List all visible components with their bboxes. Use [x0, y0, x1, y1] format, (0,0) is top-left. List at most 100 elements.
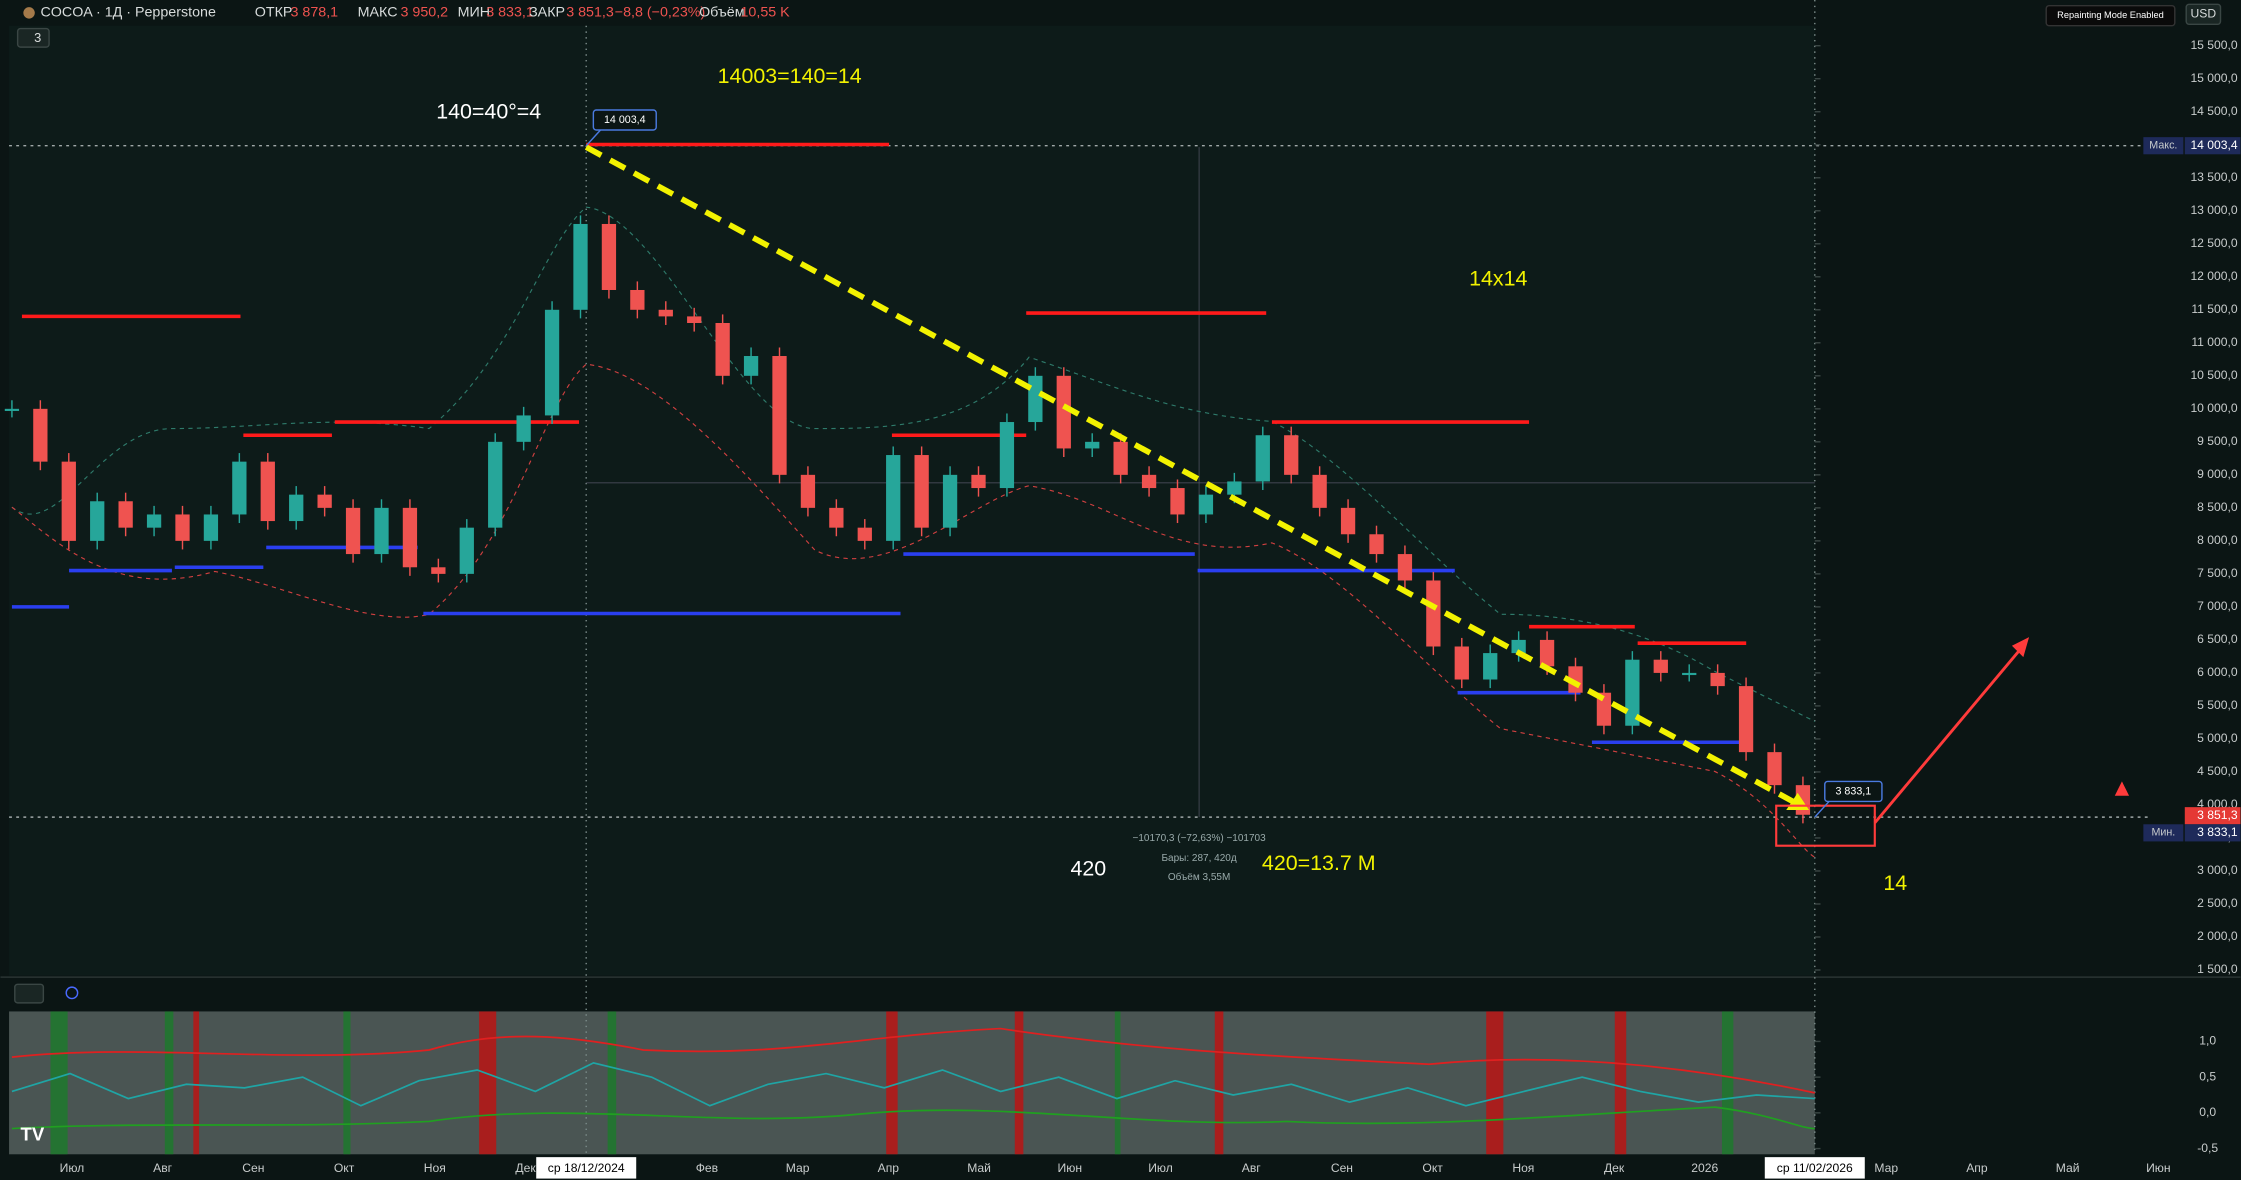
candle	[1511, 639, 1526, 654]
osc-tick-label: 0,5	[2199, 1069, 2216, 1083]
y-tick-label: 1 500,0	[2197, 962, 2238, 976]
signal-band	[479, 1011, 497, 1155]
x-tick-label: Окт	[334, 1161, 355, 1175]
close: 3 851,3	[566, 5, 614, 21]
annotation: 420	[1071, 857, 1107, 881]
candle	[1113, 441, 1128, 475]
x-tick-label: Ноя	[424, 1161, 446, 1175]
volume: 10,55 K	[741, 5, 791, 21]
candle	[1284, 435, 1299, 475]
annotation: 420=13.7 M	[1262, 851, 1376, 875]
x-tick-label: Окт	[1422, 1161, 1443, 1175]
candle	[488, 441, 503, 528]
candle	[1738, 686, 1754, 753]
candle	[630, 289, 645, 310]
high: 3 950,2	[401, 5, 449, 21]
y-tick-label: 12 500,0	[2190, 236, 2237, 250]
indicator-pane	[9, 1011, 1815, 1155]
callout-leader	[1814, 800, 1830, 818]
max-label: Макс.	[2149, 140, 2177, 152]
x-tick-label: Фев	[696, 1161, 718, 1175]
y-tick-label: 3 000,0	[2197, 863, 2238, 877]
currency[interactable]: USD	[2191, 6, 2217, 20]
signal-band	[50, 1011, 68, 1155]
volume-label: Объём	[699, 5, 744, 21]
candle	[402, 507, 418, 568]
signal-band	[1486, 1011, 1504, 1155]
signal-band	[164, 1011, 174, 1155]
candle	[118, 501, 133, 528]
x-tick-label: Мар	[786, 1161, 810, 1175]
currency-button[interactable]	[2185, 3, 2222, 25]
candle	[914, 455, 929, 528]
candle	[289, 494, 304, 522]
change: −8,8 (−0,23%)	[615, 5, 705, 21]
candle	[715, 323, 730, 376]
y-tick-label: 5 000,0	[2197, 731, 2238, 745]
envelope-lower	[11, 363, 1816, 858]
collapse-button[interactable]	[14, 983, 45, 1004]
candle	[345, 507, 361, 555]
candle	[544, 309, 560, 416]
x-tick-label: Сен	[242, 1161, 264, 1175]
candle	[658, 309, 673, 317]
repaint-badge	[2045, 5, 2176, 27]
signal-band	[193, 1011, 200, 1155]
close-label: ЗАКР	[529, 5, 565, 21]
annotation: 14	[1883, 871, 1907, 895]
candle	[1369, 534, 1384, 555]
x-tick-label: Мар	[1874, 1161, 1898, 1175]
candle	[317, 494, 332, 508]
x-tick-label: Авг	[1242, 1161, 1262, 1175]
trend-line	[584, 144, 1805, 810]
osc-line	[11, 1061, 1815, 1107]
candle	[1141, 474, 1157, 489]
candle	[146, 514, 162, 528]
y-tick-label: 7 000,0	[2197, 599, 2238, 613]
candle	[1625, 659, 1640, 726]
signal-band	[1214, 1011, 1224, 1155]
y-tick-label: 9 000,0	[2197, 467, 2238, 481]
candle	[1227, 481, 1242, 495]
candle	[33, 408, 48, 462]
candle	[743, 356, 759, 376]
candle	[203, 514, 219, 541]
candle	[1653, 659, 1668, 673]
y-tick-label: 12 000,0	[2190, 269, 2237, 283]
y-tick-label: 13 000,0	[2190, 203, 2237, 217]
min-label: Мин.	[2151, 827, 2175, 839]
last-price-box	[2184, 807, 2241, 825]
candle	[886, 455, 901, 541]
candle	[1454, 646, 1469, 680]
candle	[232, 461, 247, 515]
candle	[1028, 375, 1043, 423]
measure-text: Бары: 287, 420д	[1161, 853, 1236, 864]
candle	[459, 527, 474, 574]
repaint-text: Repainting Mode Enabled	[2057, 10, 2164, 20]
callout-leader	[585, 129, 602, 147]
candle	[1056, 375, 1071, 449]
indicator-icon	[65, 986, 79, 1000]
indicator-toggle[interactable]	[16, 27, 50, 48]
osc-lower	[11, 1106, 1815, 1130]
y-tick-label: 9 500,0	[2197, 434, 2238, 448]
x-tick-label: Апр	[878, 1161, 900, 1175]
indicator-count[interactable]: 3	[34, 30, 41, 45]
x-tick-label: Июн	[2146, 1161, 2171, 1175]
y-tick-label: 13 500,0	[2190, 170, 2237, 184]
candle	[516, 415, 531, 442]
candle	[1085, 441, 1100, 449]
candle	[1340, 507, 1356, 535]
x-tick-label: Июл	[60, 1161, 85, 1175]
high-callout: 14 003,4	[604, 114, 646, 126]
x-tick-label: Ноя	[1512, 1161, 1534, 1175]
price-pane	[9, 25, 1815, 976]
osc-tick-label: -0,5	[2197, 1141, 2218, 1155]
candle	[1397, 554, 1413, 581]
open: 3 878,1	[291, 5, 339, 21]
annotation: 140=40°=4	[436, 100, 541, 124]
annotation: 14x14	[1469, 267, 1527, 291]
low-callout: 3 833,1	[1835, 785, 1871, 797]
symbol: COCOA · 1Д · Pepperstone	[41, 5, 216, 21]
signal-band	[607, 1011, 617, 1155]
